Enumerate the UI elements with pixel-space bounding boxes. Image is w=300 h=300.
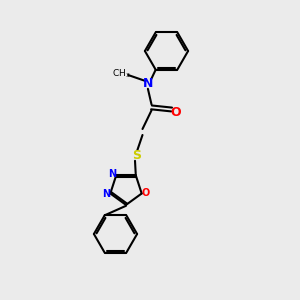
Text: O: O [141, 188, 149, 199]
Text: N: N [143, 77, 154, 90]
Text: S: S [132, 149, 141, 162]
Text: N: N [102, 189, 110, 199]
Text: O: O [170, 106, 181, 119]
Text: N: N [108, 169, 116, 179]
Text: CH$_3$: CH$_3$ [112, 67, 131, 80]
